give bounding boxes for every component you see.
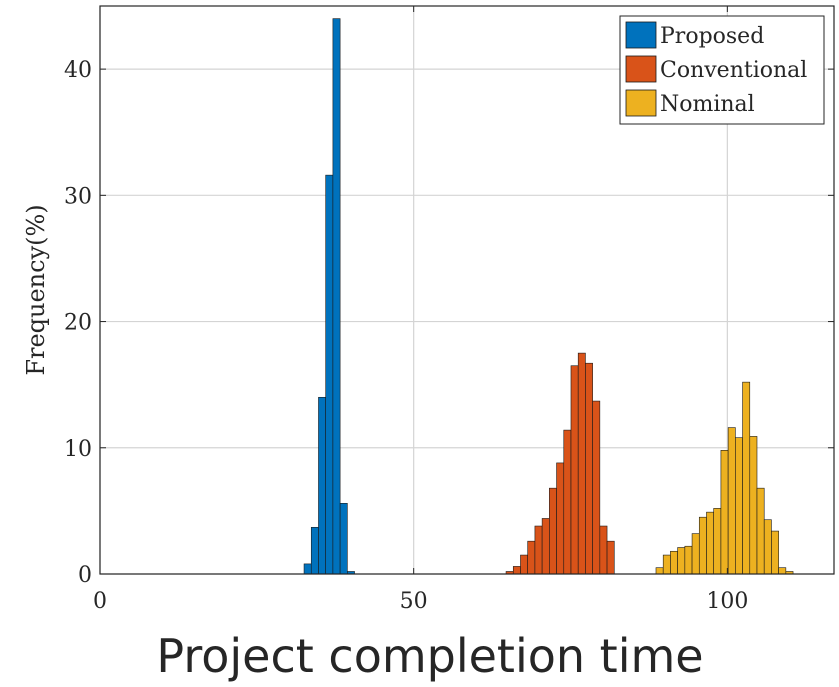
conventional-histogram-bar: [520, 554, 528, 575]
conventional-histogram-bar: [592, 400, 601, 575]
conventional-histogram-bar: [606, 540, 615, 575]
conventional-histogram-bar: [585, 362, 593, 575]
legend-entry-label: Nominal: [660, 92, 755, 117]
nominal-histogram-bar: [655, 567, 664, 575]
proposed-histogram-bar: [303, 563, 312, 575]
y-tick-label: 0: [78, 563, 92, 588]
conventional-histogram-bar: [570, 365, 579, 575]
axes-box: [99, 5, 835, 575]
histogram-bars: [303, 18, 794, 575]
conventional-histogram-bar: [541, 518, 550, 575]
nominal-histogram-bar: [670, 550, 678, 575]
nominal-histogram-bar: [749, 436, 758, 575]
proposed-histogram-bar: [339, 503, 348, 575]
nominal-histogram-bar: [713, 508, 722, 575]
legend-entry-label: Proposed: [660, 24, 764, 49]
conventional-histogram-bar: [549, 487, 557, 575]
y-tick-label: 20: [64, 311, 92, 336]
y-axis-label: Frequency(%): [22, 204, 50, 375]
conventional-histogram-bar: [512, 566, 521, 575]
conventional-histogram-bar: [527, 540, 536, 575]
y-tick-label: 40: [64, 58, 92, 83]
nominal-histogram-bar: [778, 567, 787, 575]
nominal-histogram-bar: [735, 437, 743, 575]
nominal-histogram-bar: [706, 511, 715, 575]
x-tick-label: 0: [93, 589, 107, 614]
x-axis-label: Project completion time: [156, 629, 703, 683]
conventional-histogram-bar: [577, 352, 586, 575]
nominal-histogram-bar: [684, 545, 693, 575]
nominal-histogram-bar: [727, 427, 736, 575]
nominal-histogram-bar: [698, 516, 707, 575]
nominal-histogram-bar: [756, 487, 765, 575]
conventional-histogram-bar: [534, 525, 543, 575]
y-tick-label: 10: [64, 437, 92, 462]
proposed-histogram-bar: [310, 526, 319, 575]
nominal-histogram-bar: [771, 530, 779, 575]
nominal-histogram-bar: [742, 381, 751, 575]
nominal-histogram-bar: [677, 547, 686, 575]
conventional-histogram-bar: [556, 462, 565, 575]
legend-swatch: [625, 89, 657, 117]
axis-ticks: 0 50 100 0 10 20 30 40: [64, 6, 834, 614]
nominal-histogram-bar: [763, 519, 772, 575]
legend-swatch: [625, 55, 657, 83]
nominal-histogram-bar: [691, 533, 700, 575]
x-tick-label: 100: [706, 589, 748, 614]
conventional-histogram-bar: [563, 429, 572, 575]
legend-swatch: [625, 21, 657, 49]
conventional-histogram-bar: [599, 525, 608, 575]
nominal-histogram-bar: [662, 554, 671, 575]
legend-entry-label: Conventional: [660, 58, 807, 83]
y-tick-label: 30: [64, 184, 92, 209]
legend: Proposed Conventional Nominal: [619, 15, 825, 125]
proposed-histogram-bar: [325, 174, 334, 575]
nominal-histogram-bar: [720, 450, 729, 575]
x-tick-label: 50: [400, 589, 428, 614]
proposed-histogram-bar: [318, 396, 326, 575]
proposed-histogram-bar: [332, 18, 341, 575]
